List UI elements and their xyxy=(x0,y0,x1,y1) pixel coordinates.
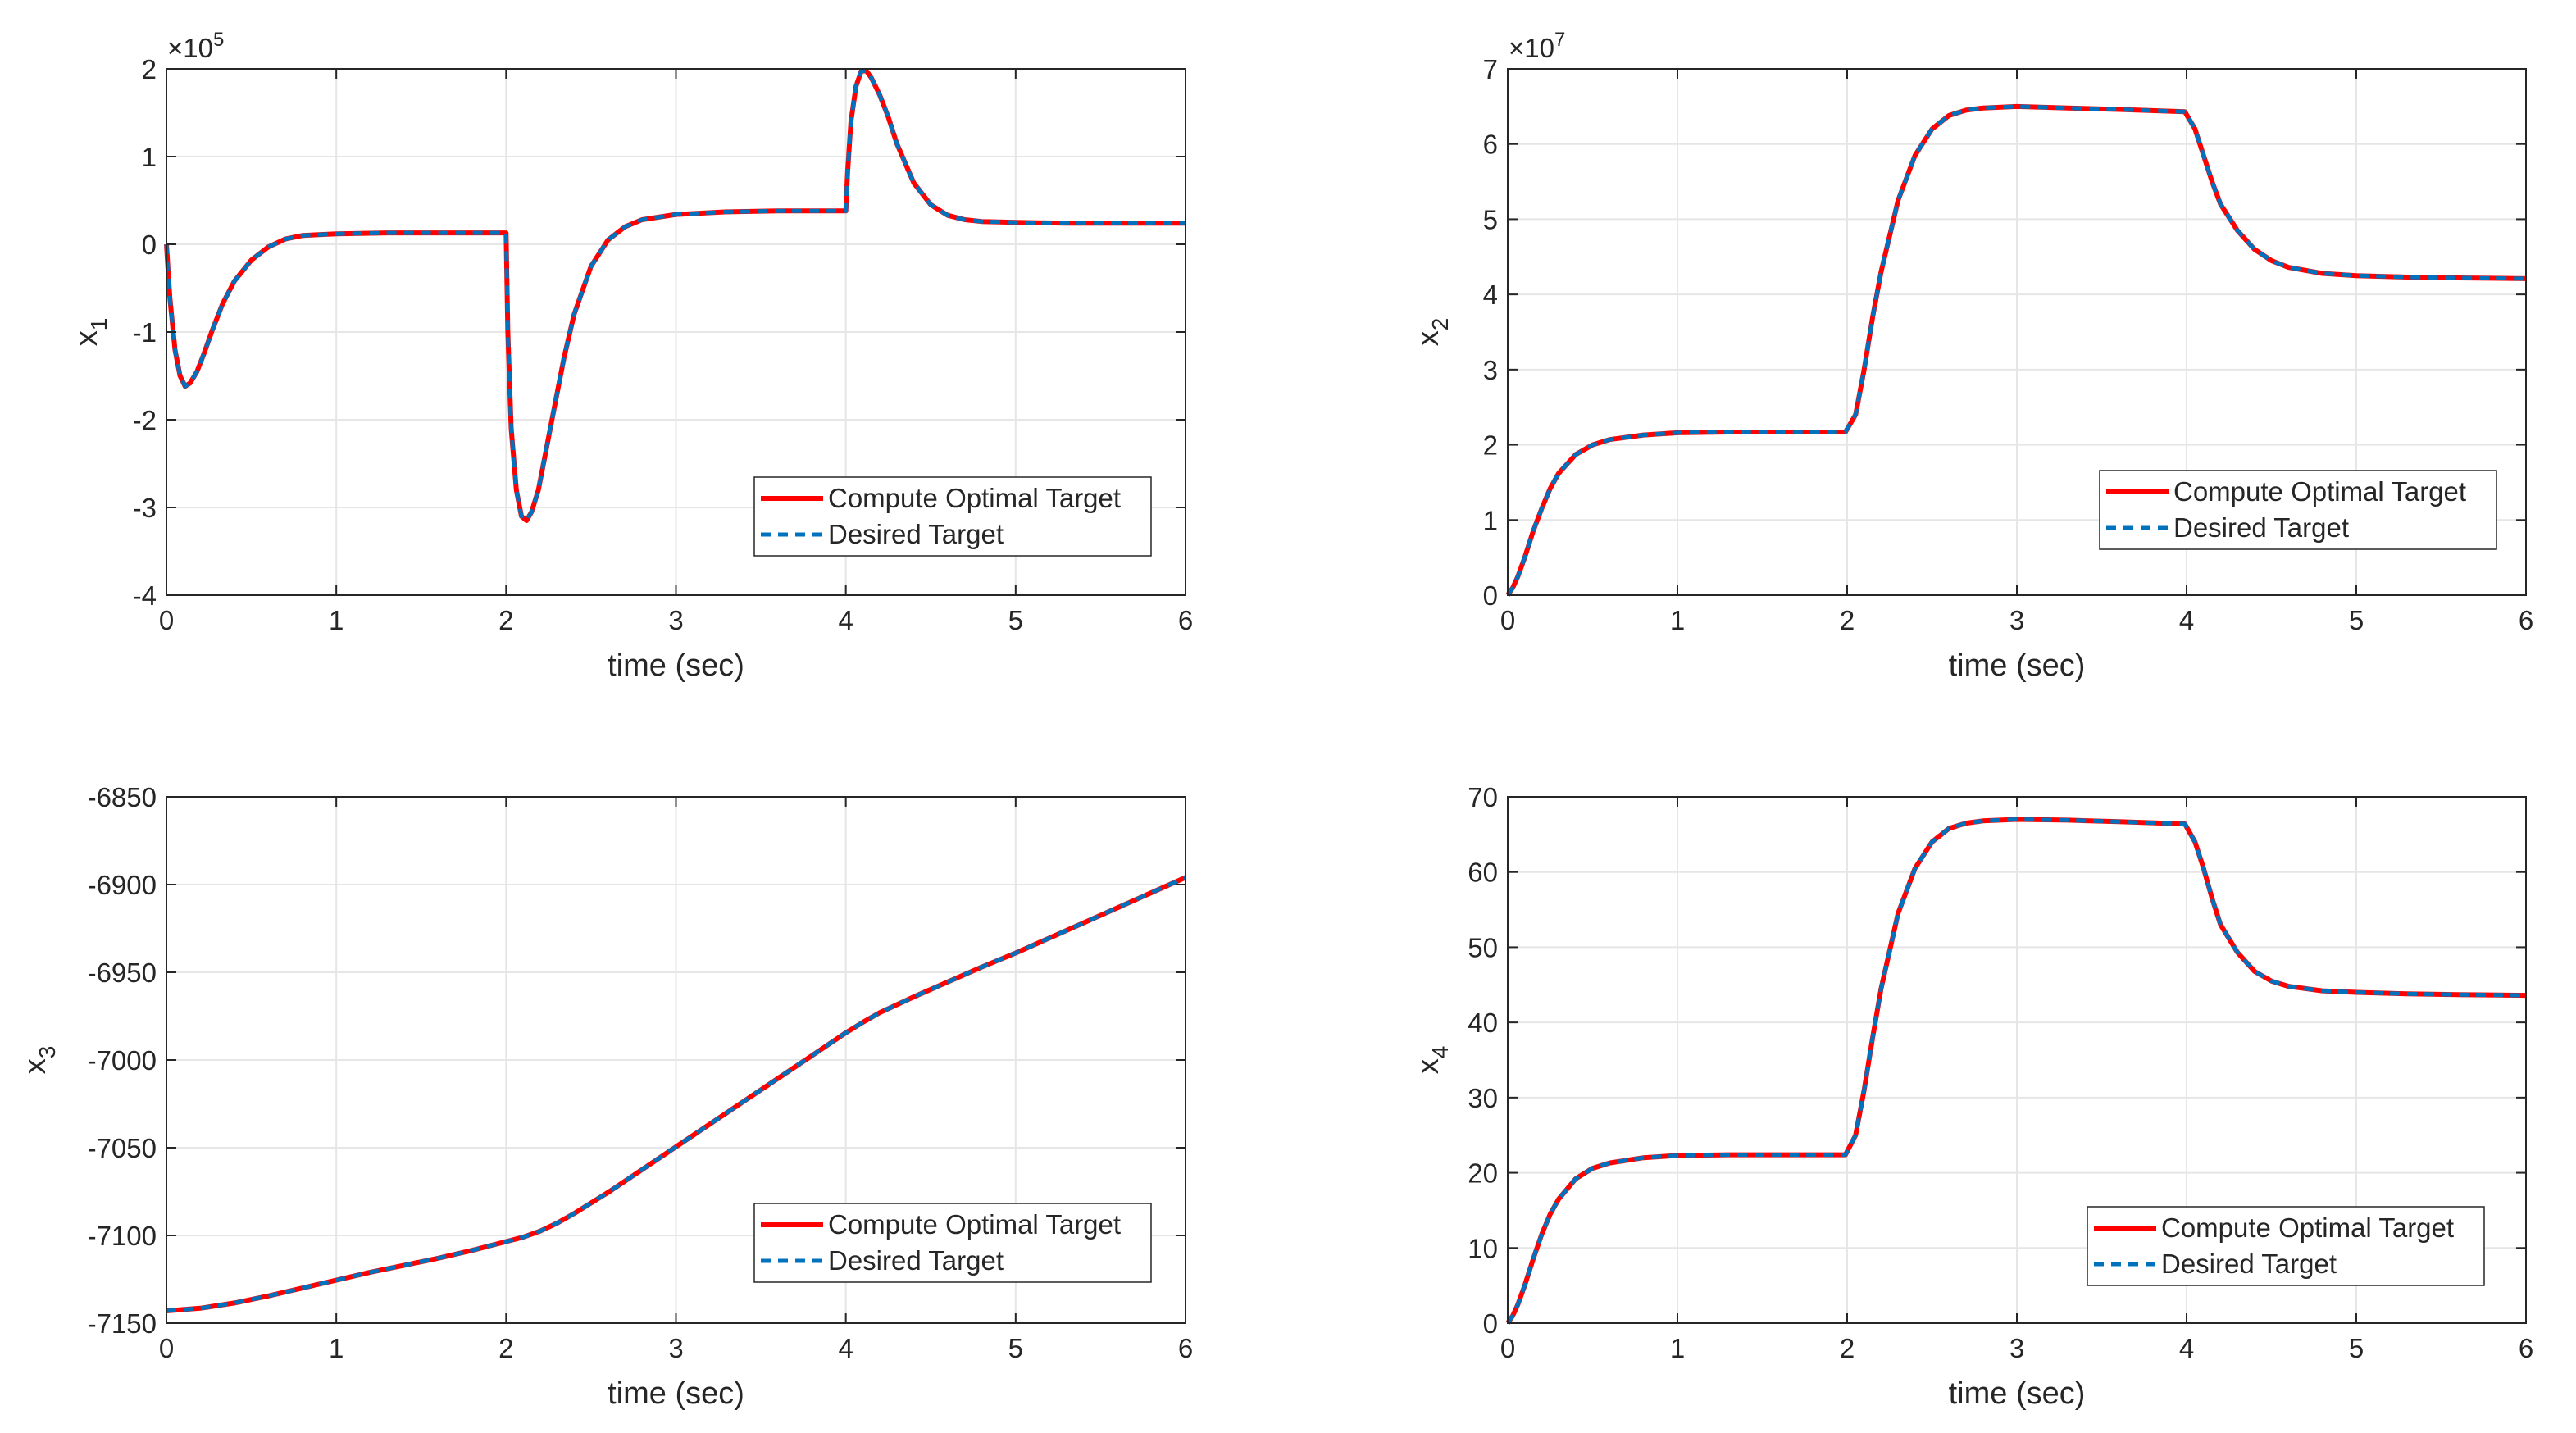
y-tick-label: 0 xyxy=(1483,1308,1498,1339)
axis-exponent: ×105 xyxy=(167,29,224,63)
x-tick-label: 1 xyxy=(329,605,344,635)
x-axis-label: time (sec) xyxy=(608,648,744,683)
x-tick-label: 5 xyxy=(1008,605,1023,635)
panel-x2: 0 1 2 3 4 5 6 0 1 2 3 4 5 6 7 time (sec) x2 ×107 Compute O… xyxy=(1411,29,2533,683)
y-axis-label: x2 xyxy=(1411,318,1453,347)
legend: Compute Optimal Target Desired Target xyxy=(753,1203,1152,1283)
y-tick-label: 5 xyxy=(1483,204,1498,234)
y-tick-label: -7000 xyxy=(88,1045,157,1076)
legend: Compute Optimal Target Desired Target xyxy=(753,476,1152,557)
panel-x3: 0 1 2 3 4 5 6 -7150 -7100 -7050 -7000 -6950 -6900 -68… xyxy=(18,782,1193,1411)
y-tick-label: -6950 xyxy=(88,958,157,988)
x-axis-label: time (sec) xyxy=(1949,648,2086,683)
x-tick-label: 6 xyxy=(2519,1333,2533,1363)
x-tick-label: 6 xyxy=(1178,1333,1193,1363)
y-axis-label: x3 xyxy=(18,1046,60,1075)
x-tick-label: 4 xyxy=(838,605,853,635)
y-tick-label: -4 xyxy=(133,580,157,611)
y-tick-label: 1 xyxy=(1483,505,1498,535)
x-tick-label: 0 xyxy=(1500,1333,1515,1363)
legend-box xyxy=(2099,470,2497,550)
x-tick-label: 1 xyxy=(329,1333,344,1363)
x-tick-label: 2 xyxy=(1840,1333,1855,1363)
y-tick-label: 2 xyxy=(1483,430,1498,461)
y-tick-label: 1 xyxy=(142,142,157,172)
x-tick-label: 3 xyxy=(668,1333,683,1363)
legend-compute-label: Compute Optimal Target xyxy=(2161,1212,2454,1243)
x-tick-label: 1 xyxy=(1670,1333,1685,1363)
x-tick-label: 3 xyxy=(668,605,683,635)
y-tick-label: 10 xyxy=(1468,1233,1498,1263)
legend-compute-label: Compute Optimal Target xyxy=(828,1209,1121,1240)
x-axis-label: time (sec) xyxy=(608,1376,744,1411)
y-axis-label: x1 xyxy=(70,318,112,347)
y-tick-label: 20 xyxy=(1468,1158,1498,1189)
x-tick-label: 2 xyxy=(498,1333,513,1363)
y-tick-label: -7100 xyxy=(88,1221,157,1251)
x-axis-label: time (sec) xyxy=(1949,1376,2086,1411)
y-tick-label: 60 xyxy=(1468,858,1498,888)
x-tick-label: 5 xyxy=(2349,605,2364,635)
x-tick-label: 0 xyxy=(1500,605,1515,635)
y-tick-label: -6900 xyxy=(88,870,157,900)
x-tick-label: 5 xyxy=(1008,1333,1023,1363)
y-tick-label: -7150 xyxy=(88,1308,157,1339)
panel-x1: 0 1 2 3 4 5 6 -4 -3 -2 -1 0 1 2 time (sec) x1 ×105 Comput… xyxy=(70,29,1193,683)
y-tick-label: 0 xyxy=(1483,580,1498,611)
y-tick-label: 4 xyxy=(1483,280,1498,310)
x-tick-label: 6 xyxy=(2519,605,2533,635)
y-tick-label: -3 xyxy=(133,493,157,523)
x-tick-label: 6 xyxy=(1178,605,1193,635)
x-tick-label: 4 xyxy=(2179,1333,2194,1363)
y-tick-label: -1 xyxy=(133,317,157,348)
desired-series-line xyxy=(164,68,1186,523)
y-tick-label: -7050 xyxy=(88,1133,157,1163)
y-tick-label: 50 xyxy=(1468,932,1498,962)
legend-compute-label: Compute Optimal Target xyxy=(2173,476,2466,507)
y-tick-label: 40 xyxy=(1468,1008,1498,1038)
x-tick-label: 3 xyxy=(2009,605,2024,635)
x-tick-label: 4 xyxy=(838,1333,853,1363)
legend-desired-label: Desired Target xyxy=(828,519,1004,549)
y-tick-label: 7 xyxy=(1483,54,1498,84)
axis-exponent: ×107 xyxy=(1509,29,1565,63)
legend-box xyxy=(753,476,1152,557)
y-tick-label: 70 xyxy=(1468,782,1498,812)
legend-box xyxy=(2087,1206,2485,1286)
legend-compute-label: Compute Optimal Target xyxy=(828,483,1121,513)
y-tick-label: 30 xyxy=(1468,1083,1498,1113)
x-tick-label: 2 xyxy=(1840,605,1855,635)
x-tick-label: 5 xyxy=(2349,1333,2364,1363)
legend-desired-label: Desired Target xyxy=(2173,512,2349,543)
desired-series-line xyxy=(1505,817,2527,1325)
legend: Compute Optimal Target Desired Target xyxy=(2087,1206,2485,1286)
y-tick-label: 0 xyxy=(142,230,157,260)
x-tick-label: 0 xyxy=(159,605,174,635)
x-tick-label: 2 xyxy=(498,605,513,635)
compute-series-line xyxy=(1505,103,2527,597)
y-tick-label: -2 xyxy=(133,405,157,435)
y-tick-label: -6850 xyxy=(88,782,157,812)
x-tick-label: 0 xyxy=(159,1333,174,1363)
legend-desired-label: Desired Target xyxy=(828,1245,1004,1276)
x-tick-label: 4 xyxy=(2179,605,2194,635)
y-axis-label: x4 xyxy=(1411,1046,1453,1075)
legend-desired-label: Desired Target xyxy=(2161,1249,2337,1279)
legend: Compute Optimal Target Desired Target xyxy=(2099,470,2497,550)
y-tick-label: 3 xyxy=(1483,355,1498,385)
x-tick-label: 1 xyxy=(1670,605,1685,635)
legend-box xyxy=(753,1203,1152,1283)
y-tick-label: 6 xyxy=(1483,130,1498,160)
desired-series-line xyxy=(166,876,1187,1313)
x-tick-label: 3 xyxy=(2009,1333,2024,1363)
y-tick-label: 2 xyxy=(142,54,157,84)
